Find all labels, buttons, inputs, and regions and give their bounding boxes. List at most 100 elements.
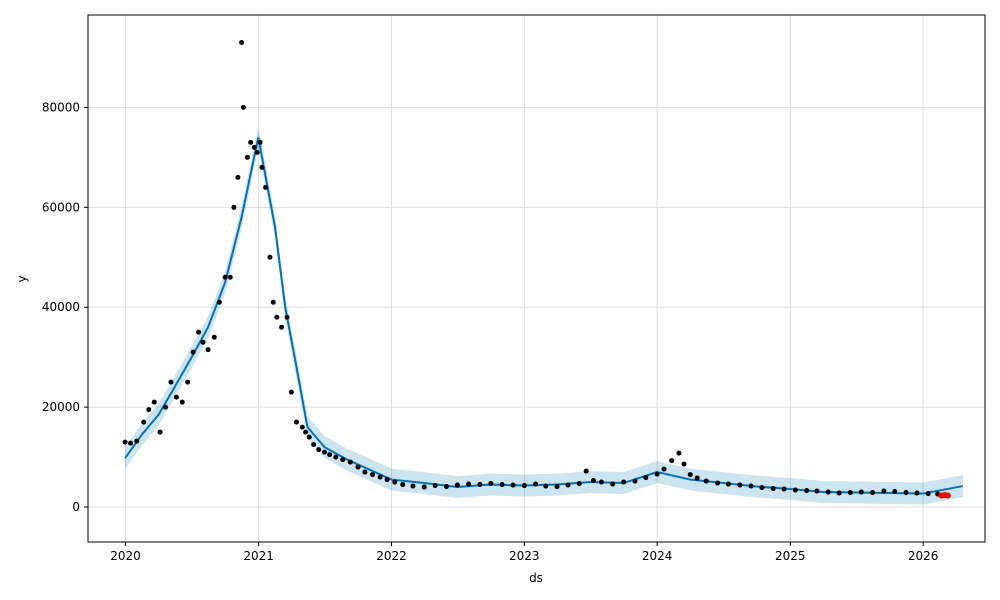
x-tick-label: 2020 xyxy=(110,549,141,563)
observed-point xyxy=(299,424,305,430)
observed-point xyxy=(355,464,361,470)
observed-point xyxy=(146,407,152,413)
x-tick-label: 2021 xyxy=(243,549,274,563)
observed-point xyxy=(892,489,898,495)
y-tick-label: 40000 xyxy=(42,300,80,314)
observed-point xyxy=(205,347,211,353)
observed-point xyxy=(836,490,842,496)
observed-point xyxy=(163,404,169,410)
observed-point xyxy=(263,184,269,190)
red-marker xyxy=(944,492,951,499)
observed-points xyxy=(122,39,941,497)
observed-point xyxy=(244,154,250,160)
observed-point xyxy=(179,399,185,405)
x-tick-label: 2024 xyxy=(642,549,673,563)
observed-point xyxy=(858,489,864,495)
observed-point xyxy=(432,483,438,489)
observed-point xyxy=(216,299,222,305)
observed-point xyxy=(340,457,346,463)
observed-point xyxy=(196,329,202,335)
observed-point xyxy=(240,104,246,110)
observed-point xyxy=(227,274,233,280)
observed-point xyxy=(521,483,527,489)
observed-point xyxy=(267,254,273,260)
observed-point xyxy=(792,487,798,493)
observed-point xyxy=(259,164,265,170)
observed-point xyxy=(814,488,820,494)
observed-point xyxy=(737,482,743,488)
observed-point xyxy=(168,379,174,385)
observed-point xyxy=(694,475,700,481)
observed-point xyxy=(141,419,147,425)
observed-point xyxy=(235,174,241,180)
observed-point xyxy=(239,39,245,45)
observed-point xyxy=(759,485,765,491)
observed-point xyxy=(725,481,731,487)
observed-point xyxy=(565,482,571,488)
observed-point xyxy=(610,481,616,487)
observed-point xyxy=(621,479,627,485)
observed-point xyxy=(279,324,285,330)
observed-point xyxy=(122,439,128,445)
observed-point xyxy=(362,469,368,475)
observed-point xyxy=(576,481,582,487)
observed-point xyxy=(804,488,810,494)
y-axis: 0 20000 40000 60000 80000 xyxy=(42,100,88,514)
observed-point xyxy=(327,452,333,458)
observed-point xyxy=(257,139,263,145)
observed-point xyxy=(288,389,294,395)
observed-point xyxy=(185,379,191,385)
observed-point xyxy=(590,478,596,484)
observed-point xyxy=(410,483,416,489)
observed-point xyxy=(643,475,649,481)
observed-point xyxy=(914,490,920,496)
plot-frame xyxy=(87,14,986,543)
observed-point xyxy=(554,484,560,490)
observed-point xyxy=(370,472,376,478)
observed-point xyxy=(306,434,312,440)
observed-point xyxy=(770,486,776,492)
observed-point xyxy=(598,479,604,485)
observed-point xyxy=(400,482,406,488)
observed-point xyxy=(231,204,237,210)
observed-point xyxy=(157,429,163,435)
observed-point xyxy=(294,419,300,425)
observed-point xyxy=(543,483,549,489)
observed-point xyxy=(254,149,260,155)
observed-point xyxy=(715,480,721,486)
observed-point xyxy=(248,139,254,145)
observed-point xyxy=(499,482,505,488)
observed-point xyxy=(583,468,589,474)
observed-point xyxy=(881,488,887,494)
observed-point xyxy=(748,483,754,489)
observed-point xyxy=(687,472,693,478)
x-tick-label: 2025 xyxy=(775,549,806,563)
observed-point xyxy=(316,447,322,453)
observed-point xyxy=(392,479,398,485)
y-tick-label: 0 xyxy=(72,500,80,514)
observed-point xyxy=(211,334,217,340)
observed-point xyxy=(703,478,709,484)
x-tick-label: 2022 xyxy=(376,549,407,563)
observed-point xyxy=(454,482,460,488)
observed-point xyxy=(222,274,228,280)
x-axis-title: ds xyxy=(529,571,543,585)
observed-point xyxy=(443,484,449,490)
observed-point xyxy=(825,489,831,495)
observed-point xyxy=(681,461,687,467)
observed-point xyxy=(134,438,140,444)
observed-point xyxy=(533,481,539,487)
observed-point xyxy=(128,440,134,446)
y-tick-label: 60000 xyxy=(42,200,80,214)
x-axis: 2020 2021 2022 2023 2024 2025 2026 xyxy=(110,542,938,563)
observed-point xyxy=(377,474,383,480)
y-tick-label: 80000 xyxy=(42,100,80,114)
grid xyxy=(88,15,985,542)
observed-point xyxy=(151,399,157,405)
observed-point xyxy=(303,429,309,435)
observed-point xyxy=(488,481,494,487)
observed-point xyxy=(510,482,516,488)
observed-point xyxy=(173,394,179,400)
